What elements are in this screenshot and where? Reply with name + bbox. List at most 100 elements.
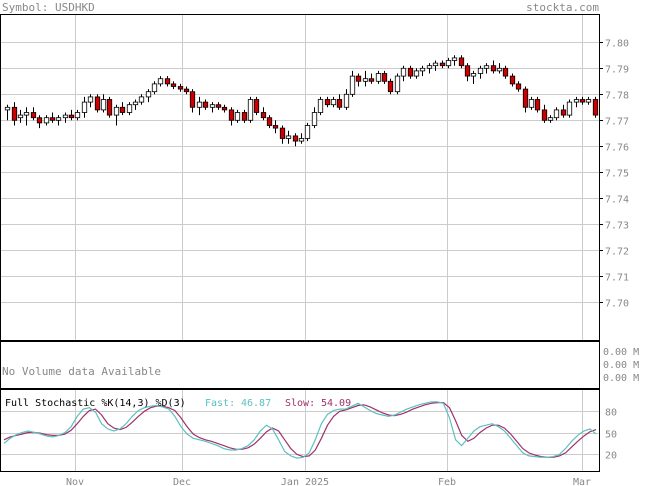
candle <box>36 115 43 129</box>
candle <box>311 107 318 129</box>
candle <box>407 65 414 79</box>
candle <box>62 112 69 123</box>
candle <box>400 65 407 82</box>
stochastic-slow-value: 54.09 <box>321 398 351 409</box>
candle <box>496 63 503 74</box>
candle-body <box>247 99 254 121</box>
candle-body <box>196 101 203 108</box>
candle <box>43 115 50 126</box>
candle <box>209 102 216 113</box>
candle-body <box>23 112 30 116</box>
candle <box>490 60 497 74</box>
candle-body <box>330 99 337 106</box>
candle-body <box>292 135 299 142</box>
candle <box>528 96 535 110</box>
candle <box>292 133 299 147</box>
candle <box>241 109 248 123</box>
price-y-axis: 7.80 7.79 7.78 7.77 7.76 7.75 7.74 7.73 7.72 7.71… <box>599 39 629 310</box>
candle <box>336 94 343 110</box>
candle <box>349 70 356 97</box>
candle <box>106 96 113 118</box>
candle-body <box>426 65 433 69</box>
candle <box>189 89 196 113</box>
candle <box>17 109 24 123</box>
candle-body <box>553 109 560 119</box>
stochastic-fast-label: Fast: <box>205 398 235 409</box>
x-tick-label: Nov <box>66 477 84 486</box>
candle-body <box>534 99 541 111</box>
candle-body <box>445 60 452 67</box>
candle-body <box>509 75 516 85</box>
price-tick-label: 7.76 <box>605 143 629 154</box>
candle-body <box>585 99 592 103</box>
candle-body <box>375 73 382 82</box>
candle <box>534 96 541 113</box>
candle-body <box>298 138 305 142</box>
candle <box>509 73 516 87</box>
candle <box>451 55 458 66</box>
candle <box>68 109 75 121</box>
candle-body <box>272 125 279 129</box>
candle <box>170 81 177 90</box>
candle-body <box>145 91 152 98</box>
candle-body <box>119 106 126 113</box>
volume-panel-frame <box>0 341 600 389</box>
x-tick-label: Mar <box>573 477 591 486</box>
candle-body <box>106 99 113 116</box>
candle-body <box>43 117 50 124</box>
candle-body <box>515 83 522 90</box>
candle <box>560 104 567 118</box>
candle <box>375 70 382 84</box>
candle <box>138 94 145 105</box>
x-tick-label: Jan 2025 <box>281 477 329 486</box>
candle <box>317 96 324 116</box>
price-tick-label: 7.74 <box>605 195 629 206</box>
candle <box>145 89 152 103</box>
candle <box>279 125 286 144</box>
candle <box>502 65 509 79</box>
candle-body <box>458 57 465 67</box>
candle-body <box>368 78 375 82</box>
candle <box>132 99 139 110</box>
candle-body <box>477 67 484 74</box>
candle-body <box>260 112 267 119</box>
price-tick-label: 7.78 <box>605 91 629 102</box>
candle-body <box>68 114 75 119</box>
stochastic-fast-value: 46.87 <box>241 398 271 409</box>
price-panel-frame <box>0 14 600 341</box>
candle-body <box>566 101 573 116</box>
candle <box>272 120 279 134</box>
stoch-tick-label: 80 <box>605 408 617 419</box>
candle-body <box>470 73 477 77</box>
candle-body <box>490 65 497 72</box>
candle <box>522 86 529 113</box>
candle-body <box>87 96 94 103</box>
candle <box>368 73 375 84</box>
candle-body <box>74 112 81 119</box>
candle <box>445 57 452 69</box>
candle-body <box>49 117 56 121</box>
candle-body <box>355 75 362 82</box>
candle-body <box>215 104 222 108</box>
volume-axis-label-2: 0.00 M <box>603 360 639 371</box>
candle-body <box>522 88 529 108</box>
price-tick-label: 7.80 <box>605 39 629 50</box>
price-tick-label: 7.72 <box>605 247 629 258</box>
candle-body <box>100 99 107 111</box>
candle <box>547 115 554 123</box>
candle-body <box>343 93 350 108</box>
candle <box>119 102 126 116</box>
candle-body <box>483 65 490 69</box>
candle <box>304 122 311 142</box>
candle-body <box>132 101 139 106</box>
candle-body <box>573 99 580 103</box>
candle-body <box>317 99 324 113</box>
candlestick-series <box>4 55 599 147</box>
candle-body <box>592 99 599 116</box>
candle-body <box>407 67 414 77</box>
candle <box>477 65 484 79</box>
candle <box>573 96 580 108</box>
candle-body <box>189 91 196 108</box>
candle-body <box>502 67 509 77</box>
candle-body <box>241 112 248 121</box>
